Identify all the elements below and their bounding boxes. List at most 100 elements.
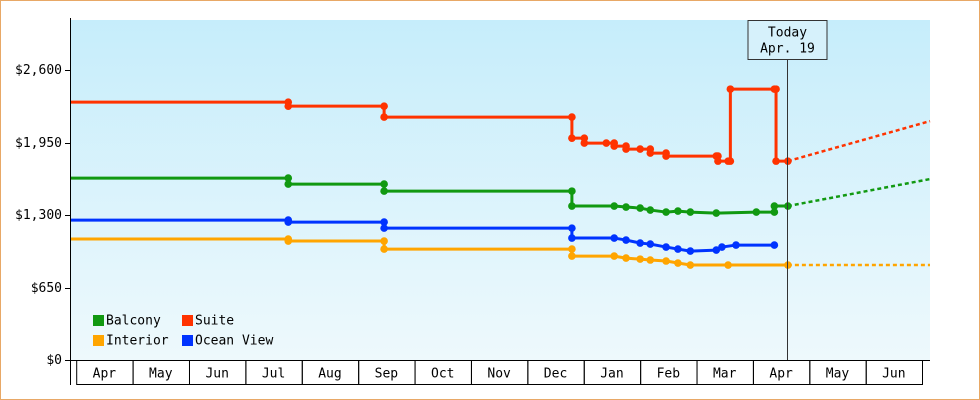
point [610, 252, 618, 260]
month-cell [865, 360, 924, 385]
point [568, 113, 576, 121]
point [674, 245, 682, 253]
point [610, 142, 618, 150]
point [380, 237, 388, 245]
y-tick-label: $0 [46, 353, 62, 368]
point [662, 257, 670, 265]
projection-line [787, 177, 931, 208]
legend-label: Balcony [106, 314, 161, 329]
point [770, 208, 779, 216]
x-tick-label: May [826, 367, 850, 382]
today-label: Today [768, 26, 807, 41]
y-tick-label: $2,600 [15, 63, 62, 78]
x-tick-label: Jun [882, 367, 905, 382]
point [712, 246, 721, 254]
point [622, 145, 630, 153]
point [662, 152, 670, 160]
point [568, 202, 576, 210]
x-tick-label: May [149, 367, 173, 382]
x-tick-label: Mar [713, 367, 737, 382]
point [380, 187, 388, 195]
point [772, 157, 780, 165]
x-tick-label: Feb [657, 367, 681, 382]
x-tick-label: Jul [262, 367, 285, 382]
point [686, 261, 695, 269]
point [636, 204, 644, 212]
point [284, 102, 293, 110]
point [568, 134, 576, 142]
x-tick-label: Apr [769, 367, 793, 382]
point [646, 256, 655, 264]
legend-label: Ocean View [195, 334, 273, 349]
legend-swatch [182, 335, 193, 346]
today-box [747, 20, 828, 60]
point [712, 209, 721, 217]
legend-swatch [182, 315, 193, 326]
point [622, 254, 630, 262]
point [380, 245, 388, 253]
point [770, 202, 779, 210]
point [380, 224, 388, 232]
point [646, 206, 655, 214]
x-tick-label: Dec [544, 367, 567, 382]
point [580, 139, 589, 147]
legend-swatch [93, 315, 104, 326]
point [568, 224, 576, 232]
point [646, 149, 655, 157]
point [770, 241, 779, 249]
point [726, 85, 735, 93]
legend-label: Interior [106, 334, 169, 349]
y-tick-label: $1,300 [15, 208, 62, 223]
point [718, 243, 726, 251]
series-line [70, 237, 788, 267]
point [686, 208, 695, 216]
point [662, 208, 670, 216]
point [380, 113, 388, 121]
x-tick-label: Oct [431, 367, 454, 382]
point [610, 202, 618, 210]
point [686, 247, 695, 255]
point [610, 234, 618, 242]
point [674, 259, 682, 267]
point [284, 237, 293, 245]
point [636, 145, 644, 153]
point [622, 203, 630, 211]
point [380, 102, 388, 110]
point [636, 239, 644, 247]
point [568, 245, 576, 253]
y-tick-label: $1,950 [15, 136, 62, 151]
point [646, 240, 655, 248]
point [568, 252, 576, 260]
point [772, 85, 780, 93]
point [380, 218, 388, 226]
today-label: Apr. 19 [760, 42, 815, 57]
x-tick-label: Aug [318, 367, 341, 382]
point [674, 207, 682, 215]
point [284, 218, 293, 226]
point [724, 261, 732, 269]
point [662, 243, 670, 251]
point [284, 180, 293, 188]
point [636, 255, 644, 263]
point [752, 208, 761, 216]
point [726, 157, 735, 165]
legend-label: Suite [195, 314, 234, 329]
point [568, 234, 576, 242]
x-tick-label: Nov [487, 367, 511, 382]
point [602, 139, 611, 147]
y-tick-label: $650 [31, 281, 62, 296]
point [732, 241, 740, 249]
legend-swatch [93, 335, 104, 346]
point [284, 174, 293, 182]
point [714, 157, 722, 165]
x-tick-label: Sep [375, 367, 399, 382]
x-tick-label: Jun [205, 367, 228, 382]
point [380, 180, 388, 188]
point [568, 187, 576, 195]
point [622, 236, 630, 244]
plot [70, 85, 931, 269]
projection-line [787, 119, 931, 163]
x-tick-label: Jan [600, 367, 623, 382]
